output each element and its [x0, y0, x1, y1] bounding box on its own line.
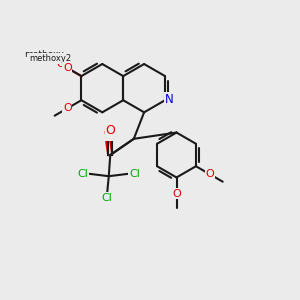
Text: O: O [105, 124, 115, 137]
Text: O: O [56, 59, 65, 69]
Text: Cl: Cl [102, 193, 113, 203]
Text: O: O [63, 63, 72, 73]
Text: O: O [172, 189, 181, 199]
Text: Cl: Cl [129, 169, 140, 179]
Text: Cl: Cl [78, 169, 88, 179]
Text: methoxy2: methoxy2 [30, 54, 72, 63]
Text: O: O [206, 169, 214, 179]
Text: methoxy: methoxy [24, 50, 64, 59]
Text: O: O [63, 103, 72, 113]
Text: O: O [103, 127, 112, 140]
Text: N: N [164, 93, 173, 106]
